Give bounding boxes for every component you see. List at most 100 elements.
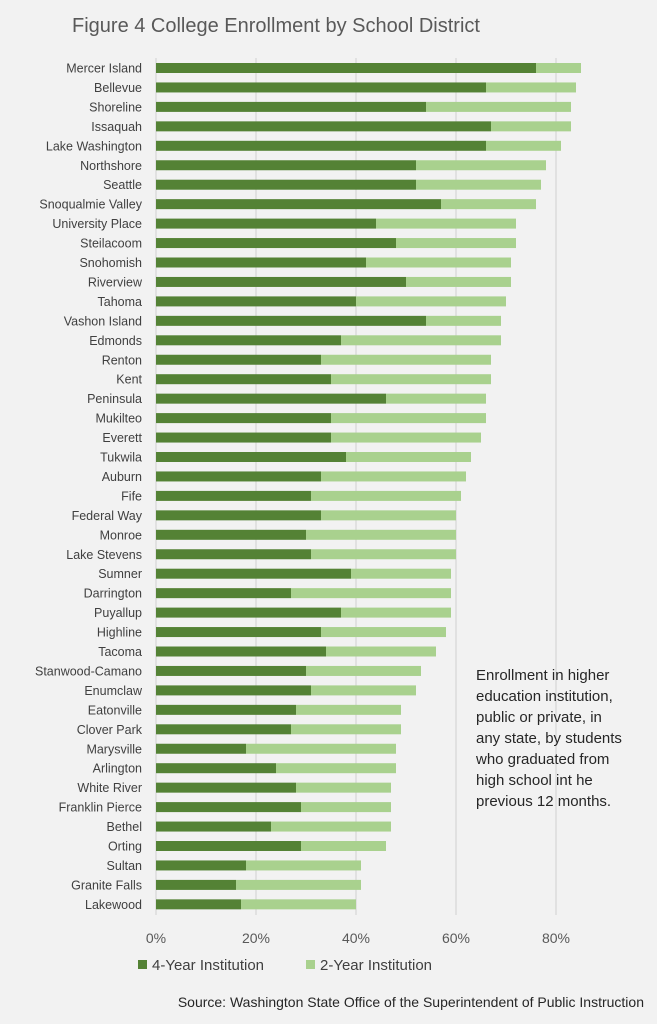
x-tick-label: 80% bbox=[542, 930, 570, 946]
category-label: Fife bbox=[121, 489, 142, 503]
x-tick-label: 20% bbox=[242, 930, 270, 946]
category-label: Steilacoom bbox=[80, 237, 142, 251]
category-label: University Place bbox=[52, 217, 142, 231]
category-label: Lake Stevens bbox=[66, 548, 142, 562]
bar-4-year bbox=[156, 296, 356, 307]
bar-2-year bbox=[291, 724, 401, 735]
bar-2-year bbox=[291, 588, 451, 599]
annotation-line-2: education institution, bbox=[476, 688, 613, 705]
annotation-line-4: any state, by students bbox=[476, 730, 622, 747]
category-label: Seattle bbox=[103, 178, 142, 192]
bar-4-year bbox=[156, 821, 271, 832]
category-label: Mercer Island bbox=[66, 62, 142, 76]
category-label: Sumner bbox=[98, 567, 142, 581]
bar-2-year bbox=[351, 568, 451, 579]
bar-4-year bbox=[156, 588, 291, 599]
category-label: Granite Falls bbox=[71, 878, 142, 892]
category-label: Tacoma bbox=[98, 645, 142, 659]
legend-swatch-2-year bbox=[306, 960, 315, 969]
bar-2-year bbox=[441, 199, 536, 210]
category-label: Arlington bbox=[93, 762, 142, 776]
category-label: Renton bbox=[102, 353, 142, 367]
bar-4-year bbox=[156, 607, 341, 618]
bar-2-year bbox=[311, 685, 416, 696]
category-label: Monroe bbox=[100, 528, 142, 542]
bar-4-year bbox=[156, 63, 536, 73]
category-label: Tahoma bbox=[98, 295, 143, 309]
bar-2-year bbox=[246, 860, 361, 871]
category-label: Highline bbox=[97, 626, 142, 640]
category-label: Eatonville bbox=[88, 703, 142, 717]
category-label: Marysville bbox=[86, 742, 142, 756]
category-label: Kent bbox=[116, 373, 142, 387]
bar-4-year bbox=[156, 879, 236, 890]
bar-4-year bbox=[156, 490, 311, 501]
annotation-line-3: public or private, in bbox=[476, 709, 602, 726]
category-label: Bellevue bbox=[94, 81, 142, 95]
bar-2-year bbox=[236, 879, 361, 890]
bar-4-year bbox=[156, 782, 296, 793]
bar-4-year bbox=[156, 510, 321, 521]
bar-4-year bbox=[156, 627, 321, 638]
bar-4-year bbox=[156, 218, 376, 229]
category-label: Franklin Pierce bbox=[59, 801, 142, 815]
category-label: Snohomish bbox=[79, 256, 142, 270]
bar-4-year bbox=[156, 393, 386, 404]
category-label: Northshore bbox=[80, 159, 142, 173]
bar-4-year bbox=[156, 529, 306, 540]
annotation-line-5: who graduated from bbox=[475, 751, 609, 768]
chart-title: Figure 4 College Enrollment by School Di… bbox=[72, 15, 480, 37]
bar-4-year bbox=[156, 899, 241, 910]
category-label: Issaquah bbox=[91, 120, 142, 134]
x-tick-label: 40% bbox=[342, 930, 370, 946]
bar-2-year bbox=[331, 374, 491, 385]
category-label: Riverview bbox=[88, 275, 143, 289]
bar-2-year bbox=[416, 179, 541, 190]
category-labels: Mercer Island Bellevue Shoreline Issaquah La… bbox=[35, 62, 143, 912]
category-label: Shoreline bbox=[89, 100, 142, 114]
bars-group bbox=[156, 63, 581, 910]
bar-2-year bbox=[406, 276, 511, 287]
bar-2-year bbox=[386, 393, 486, 404]
bar-4-year bbox=[156, 179, 416, 190]
category-label: Orting bbox=[108, 840, 142, 854]
annotation-note: Enrollment in higher education instituti… bbox=[475, 667, 622, 810]
bar-4-year bbox=[156, 841, 301, 851]
category-label: Vashon Island bbox=[64, 314, 142, 328]
bar-4-year bbox=[156, 140, 486, 151]
category-label: Lakewood bbox=[85, 898, 142, 912]
bar-2-year bbox=[426, 101, 571, 112]
bar-4-year bbox=[156, 724, 291, 735]
bar-2-year bbox=[486, 140, 561, 151]
bar-4-year bbox=[156, 354, 321, 365]
bar-4-year bbox=[156, 199, 441, 210]
bar-2-year bbox=[311, 549, 456, 560]
bar-2-year bbox=[306, 529, 456, 540]
bar-2-year bbox=[366, 257, 511, 268]
bar-2-year bbox=[321, 354, 491, 365]
legend: 4-Year Institution 2-Year Institution bbox=[138, 957, 432, 974]
bar-2-year bbox=[241, 899, 356, 910]
bar-4-year bbox=[156, 276, 406, 287]
category-label: White River bbox=[77, 781, 142, 795]
bar-2-year bbox=[346, 452, 471, 462]
bar-2-year bbox=[246, 743, 396, 754]
bar-4-year bbox=[156, 685, 311, 696]
bar-4-year bbox=[156, 413, 331, 424]
bar-4-year bbox=[156, 860, 246, 871]
x-tick-label: 0% bbox=[146, 930, 166, 946]
category-label: Darrington bbox=[84, 587, 142, 601]
bar-2-year bbox=[296, 782, 391, 793]
category-label: Edmonds bbox=[89, 334, 142, 348]
bar-2-year bbox=[321, 510, 456, 521]
bar-2-year bbox=[301, 841, 386, 851]
bar-2-year bbox=[321, 627, 446, 638]
bar-2-year bbox=[416, 160, 546, 171]
category-label: Snoqualmie Valley bbox=[39, 198, 142, 212]
bar-2-year bbox=[376, 218, 516, 229]
legend-label-2-year: 2-Year Institution bbox=[320, 957, 432, 974]
bar-2-year bbox=[356, 296, 506, 307]
bar-4-year bbox=[156, 471, 321, 482]
annotation-line-1: Enrollment in higher bbox=[476, 667, 609, 684]
